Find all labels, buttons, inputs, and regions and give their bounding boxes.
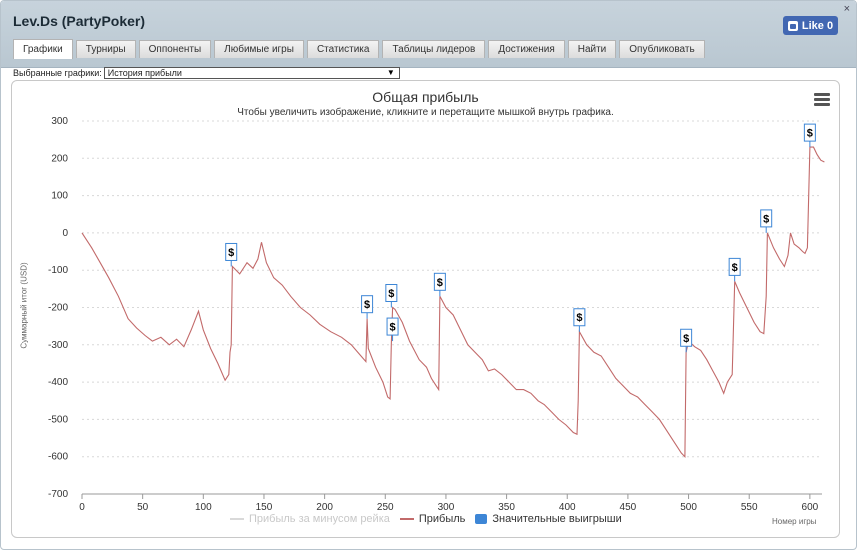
x-tick-label: 0 [79, 502, 85, 513]
chart-selector-value: История прибыли [107, 68, 182, 78]
tab-favorite-games[interactable]: Любимые игры [214, 40, 304, 58]
big-win-flag[interactable]: $ [803, 123, 816, 148]
thumbs-up-icon [787, 20, 798, 31]
svg-text:$: $ [763, 213, 769, 225]
tab-opponents[interactable]: Оппоненты [138, 40, 212, 58]
big-win-flag[interactable]: $ [680, 328, 693, 353]
title-bar: Lev.Ds (PartyPoker) × Like 0 Графики Тур… [1, 1, 856, 68]
chart-selector-row: Выбранные графики: История прибыли ▼ [13, 67, 400, 79]
x-tick-label: 350 [498, 502, 515, 513]
big-win-flag[interactable]: $ [361, 295, 374, 319]
y-tick-label: -500 [48, 414, 68, 425]
svg-text:$: $ [389, 322, 395, 334]
x-tick-label: 400 [559, 502, 576, 513]
y-tick-label: -400 [48, 377, 68, 388]
legend-item-net-profit[interactable]: Прибыль за минусом рейка [230, 513, 390, 525]
big-win-flag[interactable]: $ [760, 209, 773, 233]
legend-label: Прибыль за минусом рейка [249, 513, 390, 525]
svg-text:$: $ [364, 299, 370, 311]
dropdown-arrow-icon: ▼ [386, 68, 395, 77]
chart-title: Общая прибыль [372, 89, 479, 105]
y-tick-label: -600 [48, 452, 68, 463]
tab-achievements[interactable]: Достижения [488, 40, 565, 58]
x-tick-label: 500 [680, 502, 697, 513]
chart-selector-label: Выбранные графики: [13, 68, 102, 78]
svg-text:$: $ [437, 277, 443, 289]
chart-panel[interactable]: Общая прибыль Чтобы увеличить изображени… [11, 80, 840, 538]
tab-statistics[interactable]: Статистика [306, 40, 380, 58]
tab-publish[interactable]: Опубликовать [619, 40, 705, 58]
legend-item-big-wins[interactable]: Значительные выигрыши [475, 513, 622, 525]
y-tick-label: 100 [51, 191, 68, 202]
window-title: Lev.Ds (PartyPoker) [13, 13, 146, 29]
legend-line-icon [230, 518, 244, 520]
tab-find[interactable]: Найти [567, 40, 617, 58]
tab-charts[interactable]: Графики [13, 39, 73, 59]
like-label: Like 0 [801, 19, 834, 32]
big-win-flag[interactable]: $ [385, 284, 398, 308]
profit-chart[interactable]: -700 -600 -500 -400 -300 -200 -100 0 100 200 300 0 5… [12, 81, 839, 537]
legend-line-icon [399, 518, 414, 520]
x-tick-label: 550 [741, 502, 758, 513]
svg-text:$: $ [228, 247, 234, 259]
big-win-flag[interactable]: $ [728, 257, 741, 282]
x-axis-title: Номер игры [772, 517, 817, 526]
y-tick-label: 0 [62, 228, 68, 239]
svg-text:$: $ [576, 312, 582, 324]
close-icon[interactable]: × [843, 3, 850, 15]
y-tick-label: -200 [48, 303, 68, 314]
svg-text:$: $ [732, 262, 738, 274]
chart-selector-dropdown[interactable]: История прибыли ▼ [103, 67, 400, 79]
tab-tournaments[interactable]: Турниры [75, 40, 136, 58]
y-tick-label: -100 [48, 265, 68, 276]
big-win-flag[interactable]: $ [573, 308, 586, 332]
legend-label: Прибыль [418, 513, 466, 525]
chart-subtitle: Чтобы увеличить изображение, кликните и … [237, 107, 614, 118]
chart-menu-icon[interactable] [814, 93, 830, 106]
svg-text:$: $ [388, 288, 394, 300]
tab-leaderboards[interactable]: Таблицы лидеров [382, 40, 486, 58]
big-win-flag[interactable]: $ [225, 242, 238, 267]
legend-label: Значительные выигрыши [492, 513, 622, 525]
y-tick-label: -300 [48, 340, 68, 351]
x-tick-label: 200 [316, 502, 333, 513]
x-tick-label: 450 [620, 502, 637, 513]
big-win-flag[interactable]: $ [433, 272, 446, 297]
y-tick-label: 300 [51, 116, 68, 127]
tab-bar: Графики Турниры Оппоненты Любимые игры С… [13, 39, 705, 59]
x-tick-label: 100 [195, 502, 212, 513]
x-tick-label: 250 [377, 502, 394, 513]
legend-item-profit[interactable]: Прибыль [399, 513, 466, 525]
svg-text:$: $ [807, 128, 813, 140]
chart-legend: Прибыль за минусом рейка Прибыль Значите… [230, 513, 622, 525]
x-tick-label: 300 [438, 502, 455, 513]
y-tick-label: -700 [48, 489, 68, 500]
y-tick-label: 200 [51, 153, 68, 164]
big-win-flag[interactable]: $ [386, 317, 399, 342]
legend-flag-icon [475, 514, 488, 524]
x-tick-label: 50 [137, 502, 149, 513]
profit-series-line [81, 146, 825, 459]
x-tick-label: 150 [256, 502, 273, 513]
svg-text:$: $ [683, 333, 689, 345]
facebook-like-button[interactable]: Like 0 [783, 16, 838, 35]
x-tick-label: 600 [802, 502, 819, 513]
